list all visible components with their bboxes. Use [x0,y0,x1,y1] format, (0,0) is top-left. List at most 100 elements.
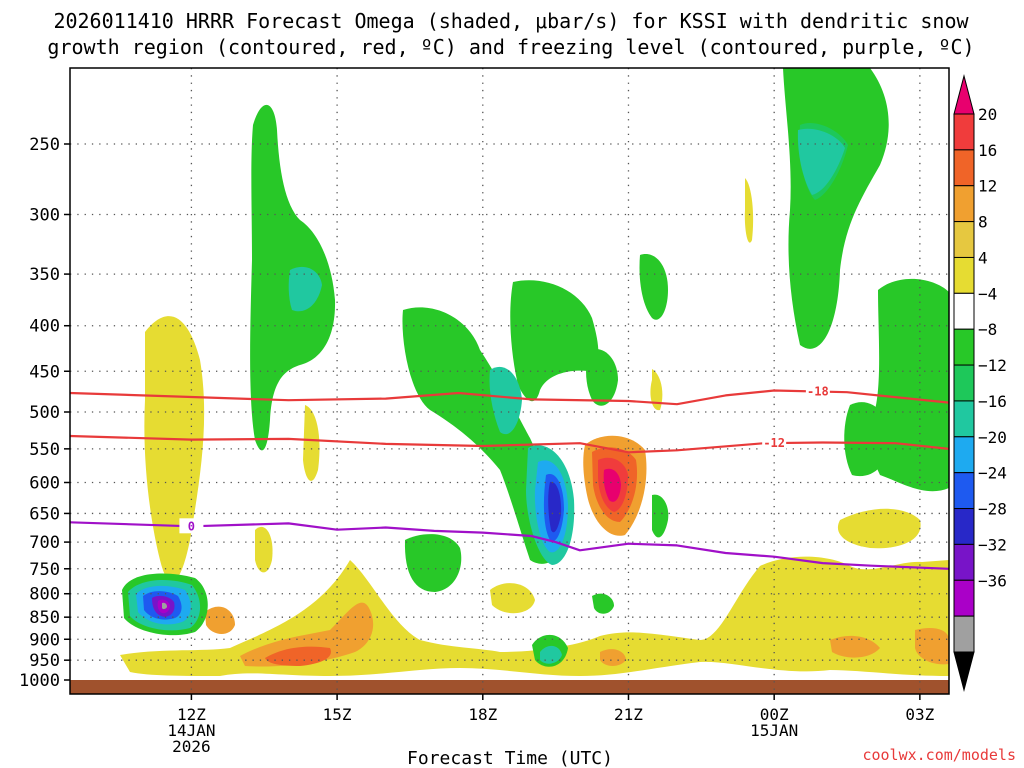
contour-dgz-top [69,389,950,406]
contour-label-dgz-top: -18 [807,385,829,399]
colorbar-bin [953,149,975,187]
terrain-ground [70,680,949,694]
colorbar-bin [953,292,975,330]
omega-shade-positive-upper [744,178,754,243]
omega-shade-negative-12 [540,645,562,664]
plot-frame [69,67,950,695]
y-tick-label: 850 [29,608,60,628]
chart-title-line-2: growth region (contoured, red, ºC) and f… [47,35,974,59]
omega-shade-negative-12 [797,128,845,195]
y-tick-label: 550 [29,440,60,460]
colorbar-bin [953,615,975,653]
colorbar-label: −36 [978,571,1007,590]
omega-shade-positive-8 [240,602,374,667]
x-tick-label: 00Z [760,705,789,724]
x-tick-label: 03Z [905,705,934,724]
x-tick-sublabel: 2026 [172,737,211,756]
colorbar-label: −24 [978,464,1007,483]
omega-shade-negative-upper [639,254,668,320]
colorbar-label: 4 [978,248,988,267]
colorbar-label: −16 [978,392,1007,411]
colorbar-bin [953,328,975,366]
y-tick-label: 400 [29,317,60,337]
omega-shade-positive-small [490,583,535,614]
colorbar-label: −32 [978,535,1007,554]
colorbar-bin [953,113,975,151]
gridlines [70,68,949,694]
omega-shade-positive-column [144,316,205,582]
omega-shade-positive-upper [837,508,921,549]
omega-shade-negative-mid [510,280,599,402]
x-tick-label: 15Z [323,705,352,724]
omega-shade-positive-8 [915,628,949,665]
omega-shade-positive-small [255,526,273,573]
y-tick-label: 700 [29,533,60,553]
omega-shade-negative-low [404,534,462,592]
y-tick-label: 300 [29,205,60,225]
y-tick-label: 1000 [19,671,60,691]
contour-dgz-bottom [69,434,950,454]
omega-shade-positive-8 [830,635,880,658]
colorbar-bin [953,185,975,223]
colorbar-label: 16 [978,141,997,160]
colorbar-label: −8 [978,320,997,339]
colorbar-bin [953,256,975,294]
omega-shade-positive-12 [265,646,331,666]
colorbar-label: 20 [978,105,997,124]
contour-freezing-level [69,521,950,570]
colorbar-bin [953,508,975,545]
y-tick-label: 600 [29,473,60,493]
omega-shade-negative-mid [586,349,618,406]
y-tick-label: 250 [29,135,60,155]
colorbar-top-triangle [953,74,975,115]
x-tick-sublabel: 14JAN [167,721,215,740]
x-tick-label: 12Z [177,705,206,724]
credit-text: coolwx.com/models [862,746,1016,764]
colorbar: 20 16 12 8 4 −4 −8 −12 −16 −20 −24 −28 −32 −36 [953,74,1007,692]
y-tick-label: 900 [29,630,60,650]
x-tick-sublabel: 15JAN [750,721,798,740]
colorbar-label: −20 [978,428,1007,447]
omega-shade-positive-20 [603,468,621,502]
colorbar-bin [953,543,975,581]
colorbar-bottom-triangle [953,651,975,692]
colorbar-label: 12 [978,177,997,196]
contour-label-bg [805,383,830,399]
colorbar-label: −28 [978,500,1007,519]
contour-label-bg [179,518,204,534]
colorbar-bin [953,472,975,510]
colorbar-bin [953,221,975,258]
contour-label-freezing-level: 0 [188,519,195,533]
colorbar-bin [953,400,975,438]
y-axis: 2503003504004505005506006507007508008509… [19,135,70,691]
omega-shade-positive-8 [600,649,626,666]
colorbar-label: −4 [978,284,997,303]
omega-shade-negative-upper [871,278,949,492]
omega-shade-negative-upper [844,402,890,477]
y-tick-label: 500 [29,403,60,423]
colorbar-bin [953,579,975,617]
temperature-contours: -18 -12 0 [69,383,950,570]
x-tick-label: 18Z [468,705,497,724]
omega-shade-positive-8 [205,606,235,635]
omega-shade-negative-36 [162,602,167,610]
contour-label-bg [762,435,787,451]
x-axis-label: Forecast Time (UTC) [407,748,613,768]
y-tick-label: 750 [29,560,60,580]
y-tick-label: 350 [29,265,60,285]
colorbar-label: −12 [978,356,1007,375]
omega-shade-negative-low [652,494,669,538]
omega-shade-positive-small [303,405,320,481]
y-tick-label: 450 [29,362,60,382]
omega-shade-negative-low [592,593,614,614]
omega-shade-negative-28 [548,481,562,533]
chart-title-line-1: 2026011410 HRRR Forecast Omega (shaded, … [53,9,969,33]
colorbar-bin [953,364,975,402]
omega-shade-positive-small [650,369,663,411]
colorbar-bin [953,436,975,474]
contour-label-dgz-bottom: -12 [763,436,785,450]
omega-shade-negative-12 [489,366,522,435]
colorbar-label: 8 [978,213,988,232]
y-tick-label: 950 [29,651,60,671]
